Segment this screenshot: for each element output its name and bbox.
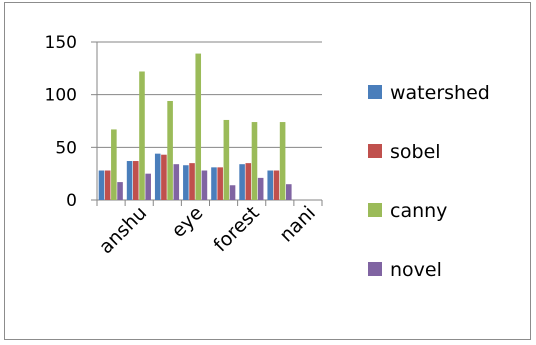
bar-watershed-4	[211, 167, 217, 200]
bar-novel-3	[201, 170, 208, 200]
bar-sobel-0	[104, 170, 111, 200]
bar-novel-5	[257, 177, 264, 200]
legend-label-novel: novel	[390, 259, 442, 281]
y-tick-label-50: 50	[55, 138, 77, 158]
bar-watershed-1	[126, 161, 133, 200]
bar-sobel-6	[273, 170, 280, 200]
bar-watershed-3	[183, 165, 189, 200]
bar-sobel-2	[161, 154, 167, 200]
bar-sobel-3	[189, 163, 195, 200]
legend-label-canny: canny	[390, 200, 447, 222]
y-tick-label-150: 150	[45, 33, 77, 53]
bar-sobel-4	[217, 167, 223, 200]
x-category-label-nani: nani	[275, 202, 320, 247]
bar-watershed-6	[267, 170, 274, 200]
bar-canny-1	[139, 71, 145, 200]
legend-swatch-novel	[368, 262, 382, 276]
x-category-label-eye: eye	[167, 202, 207, 242]
y-tick-label-0: 0	[66, 191, 77, 211]
legend-label-watershed: watershed	[390, 82, 490, 104]
bar-canny-3	[195, 53, 202, 200]
legend-label-sobel: sobel	[390, 141, 441, 163]
legend-swatch-sobel	[368, 144, 382, 158]
bar-watershed-2	[154, 153, 161, 200]
bar-canny-0	[111, 129, 117, 200]
legend-swatch-canny	[368, 203, 382, 217]
legend-swatch-watershed	[368, 85, 382, 99]
bar-novel-1	[145, 173, 151, 200]
x-category-label-forest: forest	[209, 202, 263, 256]
bar-canny-2	[167, 100, 173, 200]
x-category-label-anshu: anshu	[95, 202, 151, 258]
bar-sobel-5	[245, 163, 252, 200]
bar-canny-5	[251, 122, 258, 200]
bar-sobel-1	[133, 161, 139, 200]
bar-watershed-5	[239, 164, 245, 200]
bar-novel-4	[229, 185, 236, 200]
y-tick-label-100: 100	[45, 86, 77, 106]
bar-watershed-0	[98, 170, 105, 200]
bar-novel-0	[117, 182, 123, 200]
bar-novel-2	[173, 164, 180, 200]
bar-novel-6	[286, 184, 292, 200]
bar-canny-4	[223, 119, 230, 200]
bar-canny-6	[279, 122, 286, 200]
